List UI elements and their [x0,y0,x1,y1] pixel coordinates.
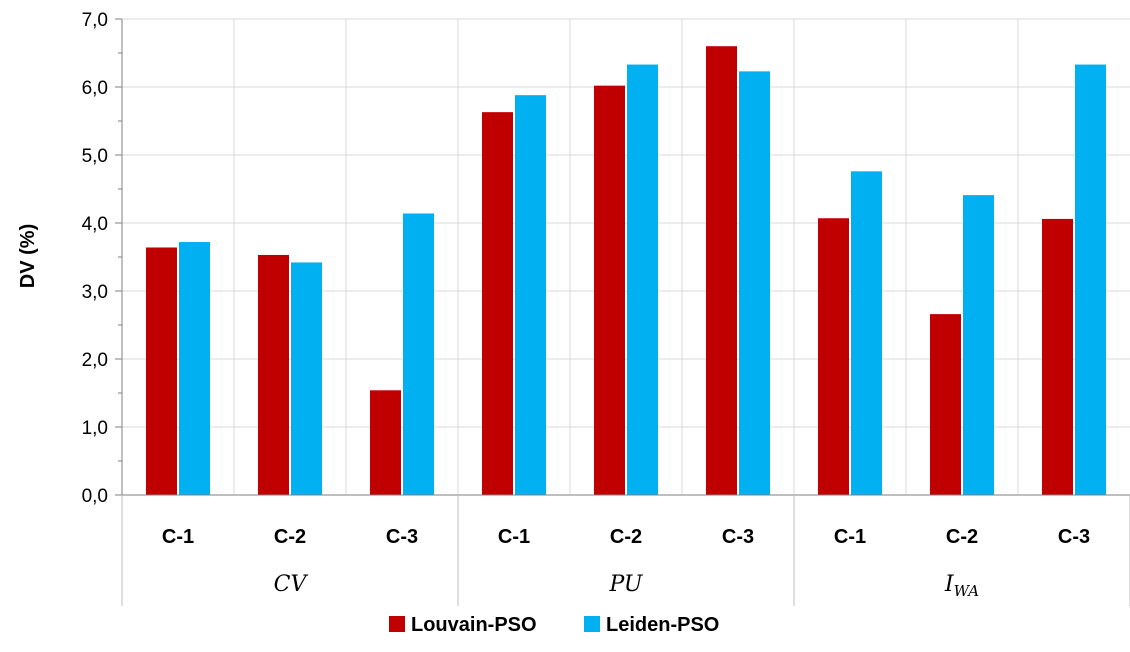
y-tick-label: 3,0 [82,282,108,303]
bar-leiden-pso-5 [627,64,658,495]
bar-leiden-pso-3 [403,213,434,496]
y-tick-labels: 0,0 1,0 2,0 3,0 4,0 5,0 6,0 7,0 [82,10,108,507]
category-label: C-3 [1058,526,1090,548]
bar-louvain-pso-3 [370,390,401,495]
axes [115,18,1130,606]
group-label: CV [274,572,309,597]
bar-louvain-pso-2 [258,254,289,495]
gridlines [122,18,1130,496]
y-tick-label: 5,0 [82,146,108,167]
bar-leiden-pso-7 [851,171,882,495]
category-label: C-1 [162,526,194,548]
y-tick-label: 4,0 [82,214,108,235]
category-label: C-3 [386,526,418,548]
category-label: C-2 [610,526,642,548]
bars [146,46,1106,496]
y-tick-label: 6,0 [82,78,108,99]
bar-leiden-pso-4 [515,95,546,495]
legend-swatch-leiden-pso [584,616,600,632]
group-label: IWA [944,572,979,600]
group-labels: CV PU IWA [274,572,980,600]
category-label: C-1 [498,526,530,548]
category-label: C-2 [274,526,306,548]
y-tick-label: 7,0 [82,10,108,31]
bar-leiden-pso-1 [179,242,210,495]
category-label: C-1 [834,526,866,548]
bar-louvain-pso-5 [594,85,625,495]
y-axis-label: DV (%) [17,224,39,288]
bar-louvain-pso-1 [146,247,177,495]
category-labels: C-1 C-2 C-3 C-1 C-2 C-3 C-1 C-2 C-3 [162,526,1090,548]
y-tick-label: 2,0 [82,350,108,371]
bar-louvain-pso-4 [482,112,513,495]
bar-leiden-pso-6 [739,71,770,496]
bar-louvain-pso-7 [818,218,849,496]
bar-leiden-pso-8 [963,195,994,495]
bar-louvain-pso-8 [930,314,961,495]
bar-louvain-pso-9 [1042,218,1073,496]
group-label: PU [609,572,644,597]
legend: Louvain-PSO Leiden-PSO [389,614,719,636]
y-tick-label: 0,0 [82,486,108,507]
category-label: C-3 [722,526,754,548]
legend-label: Louvain-PSO [411,614,537,636]
bar-louvain-pso-6 [706,46,737,495]
legend-swatch-louvain-pso [389,616,405,632]
legend-label: Leiden-PSO [606,614,719,636]
category-label: C-2 [946,526,978,548]
y-tick-label: 1,0 [82,418,108,439]
bar-leiden-pso-2 [291,262,322,495]
bar-leiden-pso-9 [1075,64,1106,495]
